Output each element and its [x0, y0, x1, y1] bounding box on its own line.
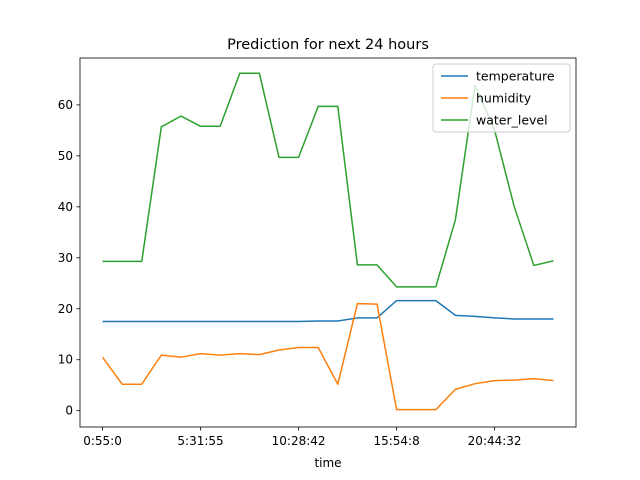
- x-axis-label: time: [314, 456, 341, 470]
- legend: temperature humidity water_level: [432, 63, 571, 133]
- x-tick-label: 10:28:42: [272, 434, 326, 448]
- legend-box: [432, 63, 571, 133]
- y-tick-label: 0: [65, 404, 73, 418]
- y-tick-label: 20: [58, 302, 73, 316]
- y-tick-label: 40: [58, 200, 73, 214]
- legend-label-water_level: water_level: [476, 113, 548, 128]
- x-tick-label: 20:44:32: [468, 434, 522, 448]
- x-tick-label: 5:31:55: [177, 434, 223, 448]
- chart-title: Prediction for next 24 hours: [227, 37, 429, 53]
- legend-label-temperature: temperature: [476, 69, 555, 84]
- y-tick-label: 60: [58, 98, 73, 112]
- legend-label-humidity: humidity: [476, 91, 532, 106]
- x-tick-label: 0:55:0: [83, 434, 122, 448]
- temperature-series-line: [102, 299, 554, 323]
- humidity-series-line: [101, 302, 554, 411]
- y-tick-label: 30: [58, 251, 73, 265]
- plot-area: 0 10 20 30 40 50 60 0:55:0 5:31:55 10:28:42 15:54:…: [58, 57, 577, 448]
- plot-frame: [79, 57, 577, 428]
- x-tick-label: 15:54:8: [373, 434, 419, 448]
- y-tick-label: 10: [58, 353, 73, 367]
- y-tick-label: 50: [58, 149, 73, 163]
